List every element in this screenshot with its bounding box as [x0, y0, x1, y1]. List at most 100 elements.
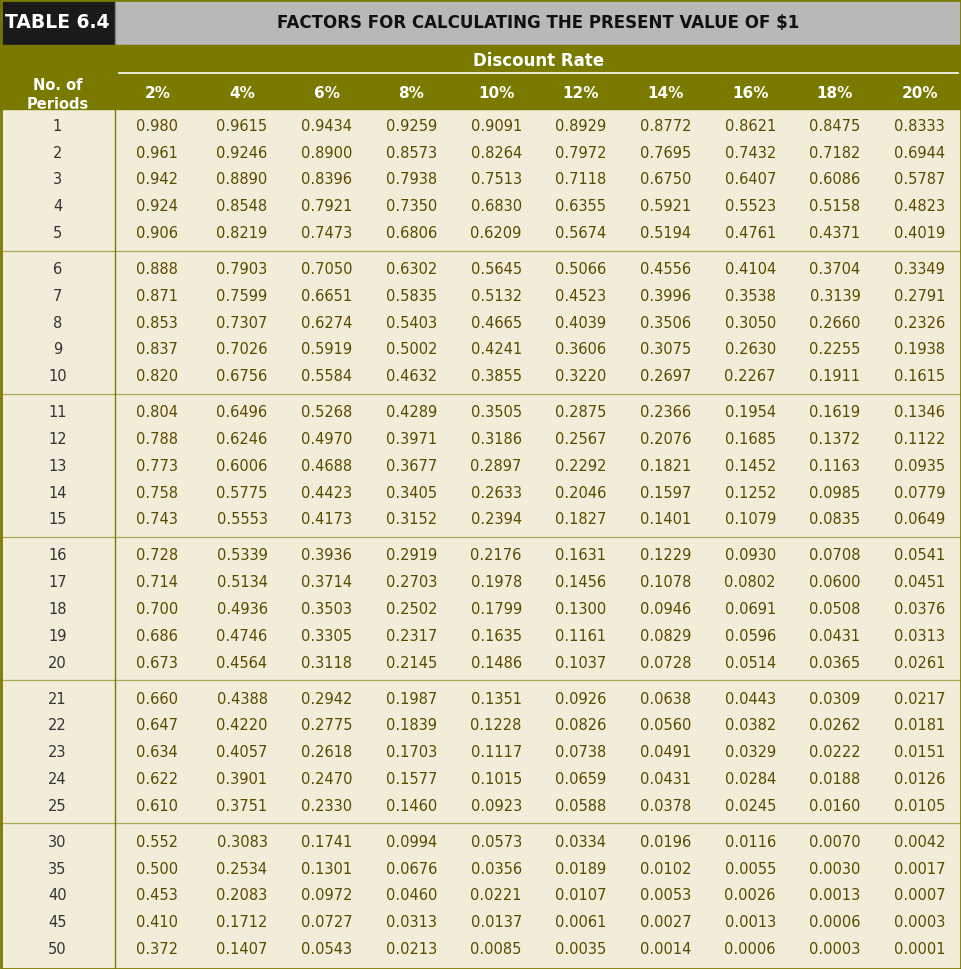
Text: 0.7026: 0.7026: [216, 342, 267, 357]
Text: 0.980: 0.980: [136, 119, 178, 134]
Text: 0.7695: 0.7695: [639, 145, 690, 161]
Text: 0.3075: 0.3075: [639, 342, 690, 357]
Bar: [115, 0, 961, 46]
Text: 0.0659: 0.0659: [554, 771, 605, 786]
Text: 0.8548: 0.8548: [216, 199, 267, 214]
Text: 20%: 20%: [900, 85, 937, 101]
Text: 0.4823: 0.4823: [893, 199, 945, 214]
Text: 0.0107: 0.0107: [554, 888, 606, 902]
Text: 19: 19: [48, 628, 66, 643]
Text: 0.2176: 0.2176: [470, 547, 521, 563]
Text: 0.3506: 0.3506: [639, 315, 690, 330]
Text: 0.4423: 0.4423: [301, 485, 352, 500]
Text: 0.804: 0.804: [136, 405, 178, 420]
Text: 0.9091: 0.9091: [470, 119, 521, 134]
Text: 0.5835: 0.5835: [385, 289, 436, 303]
Text: 25: 25: [48, 797, 66, 813]
Text: 0.0779: 0.0779: [893, 485, 945, 500]
Text: 0.673: 0.673: [136, 655, 178, 670]
Text: 0.2775: 0.2775: [301, 718, 352, 733]
Text: 0.2330: 0.2330: [301, 797, 352, 813]
Text: 0.0946: 0.0946: [639, 602, 690, 616]
Text: 21: 21: [48, 691, 66, 705]
Text: 0.0102: 0.0102: [639, 860, 691, 876]
Text: 23: 23: [48, 744, 66, 760]
Text: 0.9615: 0.9615: [216, 119, 267, 134]
Text: 0.0972: 0.0972: [301, 888, 352, 902]
Bar: [115, 76, 961, 109]
Text: 0.4057: 0.4057: [216, 744, 267, 760]
Text: 0.4761: 0.4761: [724, 226, 776, 240]
Text: 0.3152: 0.3152: [385, 512, 436, 527]
Text: 0.4104: 0.4104: [724, 262, 776, 277]
Text: 0.743: 0.743: [136, 512, 178, 527]
Text: 0.1407: 0.1407: [216, 941, 267, 956]
Text: 0.2366: 0.2366: [639, 405, 690, 420]
Text: 7: 7: [53, 289, 62, 303]
Text: 0.3139: 0.3139: [808, 289, 859, 303]
Text: 0.2502: 0.2502: [385, 602, 436, 616]
Text: 0.1635: 0.1635: [470, 628, 521, 643]
Text: 0.0245: 0.0245: [724, 797, 776, 813]
Text: 0.0309: 0.0309: [808, 691, 860, 705]
Text: 22: 22: [48, 718, 67, 733]
Text: 0.2919: 0.2919: [385, 547, 436, 563]
Text: 0.5158: 0.5158: [808, 199, 860, 214]
Text: 0.4371: 0.4371: [808, 226, 860, 240]
Text: 0.0708: 0.0708: [808, 547, 860, 563]
Text: 0.0926: 0.0926: [554, 691, 605, 705]
Text: 0.0835: 0.0835: [808, 512, 860, 527]
Text: 0.1015: 0.1015: [470, 771, 521, 786]
Text: 0.0188: 0.0188: [808, 771, 860, 786]
Text: 0.5339: 0.5339: [216, 547, 267, 563]
Text: 16%: 16%: [731, 85, 768, 101]
Text: 0.0691: 0.0691: [724, 602, 776, 616]
Text: 0.4241: 0.4241: [470, 342, 521, 357]
Text: 0.8573: 0.8573: [385, 145, 436, 161]
Text: 0.0600: 0.0600: [808, 575, 860, 589]
Text: 0.0826: 0.0826: [554, 718, 605, 733]
Text: 0.7432: 0.7432: [724, 145, 776, 161]
Text: 0.0356: 0.0356: [470, 860, 521, 876]
Text: 0.0137: 0.0137: [470, 914, 521, 929]
Text: 0.5674: 0.5674: [554, 226, 605, 240]
Text: 0.2292: 0.2292: [554, 458, 606, 473]
Text: 0.3220: 0.3220: [554, 369, 605, 384]
Text: 0.2145: 0.2145: [385, 655, 436, 670]
Text: 0.758: 0.758: [136, 485, 178, 500]
Text: 0.0126: 0.0126: [893, 771, 945, 786]
Text: 0.0802: 0.0802: [724, 575, 776, 589]
Text: 0.4746: 0.4746: [216, 628, 267, 643]
Text: 0.0006: 0.0006: [808, 914, 860, 929]
Text: 0.2660: 0.2660: [808, 315, 860, 330]
Text: 0.3901: 0.3901: [216, 771, 267, 786]
Text: 0.3505: 0.3505: [470, 405, 521, 420]
Text: 0.1619: 0.1619: [808, 405, 860, 420]
Text: 0.1987: 0.1987: [385, 691, 436, 705]
Text: 0.7473: 0.7473: [301, 226, 352, 240]
Bar: [0, 0, 115, 46]
Text: 8%: 8%: [398, 85, 424, 101]
Text: 0.5775: 0.5775: [216, 485, 267, 500]
Text: 0.2394: 0.2394: [470, 512, 521, 527]
Text: 0.0727: 0.0727: [301, 914, 352, 929]
Text: 0.1228: 0.1228: [470, 718, 521, 733]
Text: 0.1037: 0.1037: [554, 655, 605, 670]
Text: 0.1252: 0.1252: [724, 485, 776, 500]
Text: 0.0334: 0.0334: [554, 834, 605, 849]
Text: 0.1741: 0.1741: [301, 834, 352, 849]
Text: 0.2317: 0.2317: [385, 628, 436, 643]
Text: 0.7513: 0.7513: [470, 172, 521, 187]
Text: 0.8333: 0.8333: [894, 119, 944, 134]
Text: 0.1161: 0.1161: [554, 628, 605, 643]
Text: 0.0738: 0.0738: [554, 744, 605, 760]
Text: 0.1452: 0.1452: [724, 458, 776, 473]
Text: 0.0431: 0.0431: [639, 771, 690, 786]
Text: 0.2791: 0.2791: [893, 289, 945, 303]
Text: 0.4936: 0.4936: [216, 602, 267, 616]
Text: 0.634: 0.634: [136, 744, 178, 760]
Text: 0.3186: 0.3186: [470, 431, 521, 447]
Text: 0.7050: 0.7050: [301, 262, 352, 277]
Text: 0.0638: 0.0638: [639, 691, 690, 705]
Text: 0.453: 0.453: [136, 888, 178, 902]
